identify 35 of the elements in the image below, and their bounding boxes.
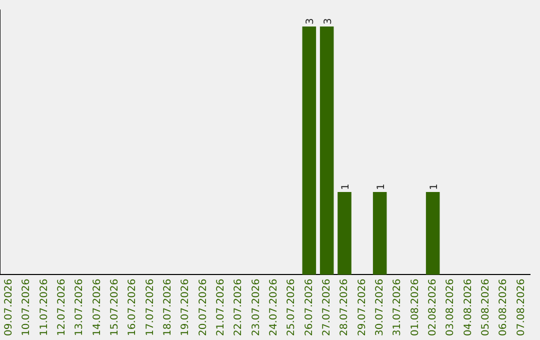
x-tick-label: 26.07.2026: [304, 278, 315, 336]
x-tick-label: 09.07.2026: [3, 278, 14, 336]
x-tick-label: 06.08.2026: [498, 278, 510, 336]
x-tick-label: 19.07.2026: [180, 278, 192, 336]
x-tick-label: 03.08.2026: [445, 278, 456, 336]
x-tick-label: 27.07.2026: [321, 278, 332, 336]
x-tick-label: 30.07.2026: [374, 278, 386, 336]
x-tick-label: 20.07.2026: [198, 278, 209, 336]
x-tick-label: 24.07.2026: [268, 278, 280, 336]
data-label: 3: [322, 18, 334, 25]
x-tick-label: 15.07.2026: [109, 278, 120, 336]
x-tick-label: 23.07.2026: [250, 278, 262, 336]
x-tick-label: 31.07.2026: [392, 278, 404, 336]
x-tick-label: 04.08.2026: [462, 278, 474, 336]
x-tick-label: 11.07.2026: [38, 278, 50, 336]
x-tick-label: 28.07.2026: [339, 278, 350, 336]
x-tick-label: 02.08.2026: [427, 278, 438, 336]
x-tick-label: 13.07.2026: [74, 278, 86, 336]
data-label: 3: [305, 18, 316, 25]
x-tick-label: 12.07.2026: [56, 278, 68, 336]
x-tick-label: 17.07.2026: [144, 278, 156, 336]
data-label: 1: [376, 184, 387, 190]
x-tick-label: 01.08.2026: [410, 278, 421, 336]
x-tick-label: 21.07.2026: [215, 278, 226, 336]
x-tick-label: 25.07.2026: [286, 278, 298, 336]
x-tick-label: 10.07.2026: [21, 278, 32, 336]
x-tick-label: 29.07.2026: [356, 278, 368, 336]
data-label: 1: [340, 184, 352, 190]
x-tick-label: 05.08.2026: [480, 278, 492, 336]
x-tick-label: 18.07.2026: [162, 278, 174, 336]
x-tick-label: 14.07.2026: [92, 278, 103, 336]
x-tick-label: 07.08.2026: [516, 278, 527, 336]
data-label: 1: [428, 184, 440, 190]
x-tick-label: 22.07.2026: [233, 278, 244, 336]
x-tick-label: 16.07.2026: [127, 278, 138, 336]
